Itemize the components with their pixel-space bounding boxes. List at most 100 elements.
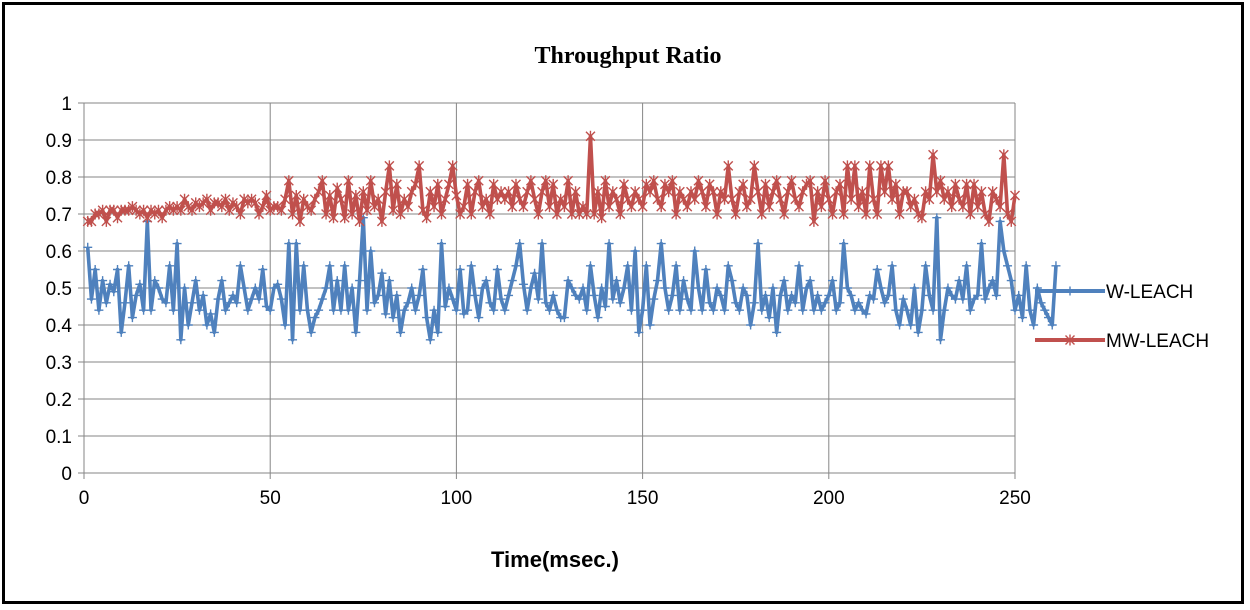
- data-point: [738, 178, 749, 190]
- data-point: [794, 261, 804, 271]
- data-point: [600, 302, 610, 311]
- data-point: [522, 305, 532, 315]
- data-point: [928, 149, 939, 161]
- data-point: [618, 178, 629, 190]
- data-point: [608, 294, 618, 304]
- data-point: [109, 287, 119, 297]
- data-point: [440, 302, 450, 311]
- data-point: [90, 265, 100, 274]
- data-point: [880, 298, 890, 308]
- data-point: [365, 175, 376, 187]
- data-point: [902, 305, 912, 315]
- data-point: [351, 327, 361, 337]
- x-tick-label: 150: [627, 488, 659, 509]
- data-point: [738, 283, 748, 293]
- data-point: [399, 305, 409, 315]
- data-point: [343, 305, 353, 315]
- data-point: [135, 279, 145, 289]
- data-point: [872, 208, 883, 220]
- data-point: [283, 175, 294, 187]
- data-point: [332, 182, 343, 194]
- data-point: [883, 290, 893, 300]
- data-point: [1010, 190, 1020, 201]
- y-tick-label: 0.3: [46, 353, 72, 374]
- data-point: [839, 239, 849, 249]
- data-point: [176, 335, 186, 345]
- data-point: [656, 201, 667, 213]
- data-point: [875, 160, 886, 172]
- data-point: [645, 320, 655, 330]
- data-point: [581, 208, 592, 220]
- data-point: [183, 320, 193, 330]
- data-point: [916, 212, 927, 224]
- data-point: [768, 283, 778, 293]
- data-point: [410, 178, 421, 190]
- data-point: [924, 290, 934, 300]
- data-point: [779, 208, 790, 220]
- data-point: [455, 265, 465, 274]
- data-point: [973, 290, 983, 300]
- data-point: [723, 261, 733, 271]
- data-point: [489, 305, 499, 315]
- data-point: [530, 268, 540, 278]
- data-point: [537, 186, 548, 198]
- data-point: [436, 208, 447, 220]
- data-point: [648, 175, 659, 187]
- chart-title: Throughput Ratio: [535, 43, 722, 69]
- data-point: [328, 212, 339, 224]
- data-point: [764, 313, 774, 323]
- data-point: [421, 212, 432, 224]
- data-point: [991, 290, 1001, 300]
- data-point: [403, 298, 413, 308]
- data-point: [664, 305, 674, 315]
- data-point: [641, 261, 651, 271]
- data-point: [723, 160, 734, 172]
- data-point: [525, 175, 536, 187]
- data-point: [548, 290, 558, 300]
- data-point: [950, 178, 961, 190]
- data-point: [381, 309, 391, 319]
- data-point: [731, 298, 741, 308]
- data-point: [849, 160, 860, 172]
- data-point: [492, 265, 502, 274]
- data-point: [995, 216, 1005, 226]
- data-point: [619, 283, 629, 293]
- data-point: [220, 193, 231, 205]
- data-point: [597, 283, 607, 293]
- data-point: [187, 298, 197, 308]
- data-point: [273, 279, 283, 289]
- data-point: [448, 294, 458, 304]
- data-point: [623, 261, 633, 271]
- data-point: [834, 178, 845, 190]
- data-point: [1003, 261, 1013, 271]
- data-point: [604, 239, 614, 249]
- data-point: [700, 201, 711, 213]
- data-point: [742, 290, 752, 300]
- data-point: [615, 298, 625, 308]
- data-point: [980, 294, 990, 304]
- data-point: [466, 261, 476, 271]
- data-point: [719, 193, 730, 205]
- data-point: [347, 283, 357, 293]
- data-point: [410, 305, 420, 315]
- data-point: [504, 290, 514, 300]
- data-point: [868, 193, 879, 205]
- data-point: [820, 175, 831, 187]
- data-point: [812, 186, 823, 198]
- data-point: [935, 175, 946, 187]
- data-point: [708, 305, 718, 315]
- data-point: [217, 276, 227, 286]
- data-point: [749, 298, 759, 308]
- data-point: [265, 305, 275, 315]
- data-point: [679, 276, 689, 286]
- data-point: [463, 305, 473, 315]
- data-point: [340, 261, 350, 271]
- data-point: [511, 261, 521, 271]
- data-point: [310, 313, 320, 323]
- data-point: [1021, 261, 1031, 271]
- data-point: [537, 239, 547, 249]
- data-point: [883, 160, 894, 172]
- data-point: [98, 276, 108, 286]
- data-point: [820, 298, 830, 308]
- tick-labels: 0 0.1 0.2 0.3 0.4 0.5 0.6 0.7 0.8 0.9 1 0 50 100 150 20…: [46, 94, 1031, 509]
